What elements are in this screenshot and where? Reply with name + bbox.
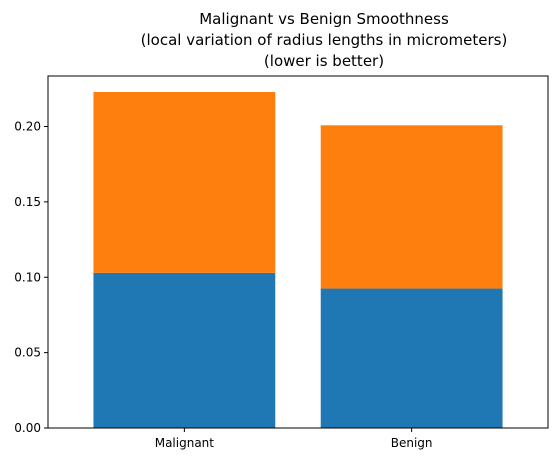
x-tick-label-malignant: Malignant — [155, 436, 215, 450]
y-tick-label: 0.05 — [14, 346, 41, 360]
y-tick-label: 0.20 — [14, 120, 41, 134]
chart-title-line-3: (lower is better) — [264, 52, 384, 70]
plot-frame — [47, 75, 549, 429]
y-tick-label: 0.10 — [14, 270, 41, 284]
y-tick-label: 0.00 — [14, 421, 41, 435]
y-axis: 0.00 0.05 0.10 0.15 0.20 — [14, 120, 48, 435]
chart-title-line-2: (local variation of radius lengths in mi… — [141, 31, 508, 49]
bar-benign-segment-1 — [320, 288, 503, 428]
x-tick-label-benign: Benign — [391, 436, 433, 450]
chart-title: Malignant vs Benign Smoothness (local va… — [141, 10, 508, 70]
chart-title-line-1: Malignant vs Benign Smoothness — [199, 10, 449, 28]
x-axis: Malignant Benign — [155, 428, 433, 450]
bar-malignant-segment-2 — [93, 91, 276, 273]
bars-layer — [93, 91, 503, 428]
bar-malignant-segment-1 — [93, 272, 276, 428]
y-tick-label: 0.15 — [14, 195, 41, 209]
bar-benign-segment-2 — [320, 125, 503, 289]
